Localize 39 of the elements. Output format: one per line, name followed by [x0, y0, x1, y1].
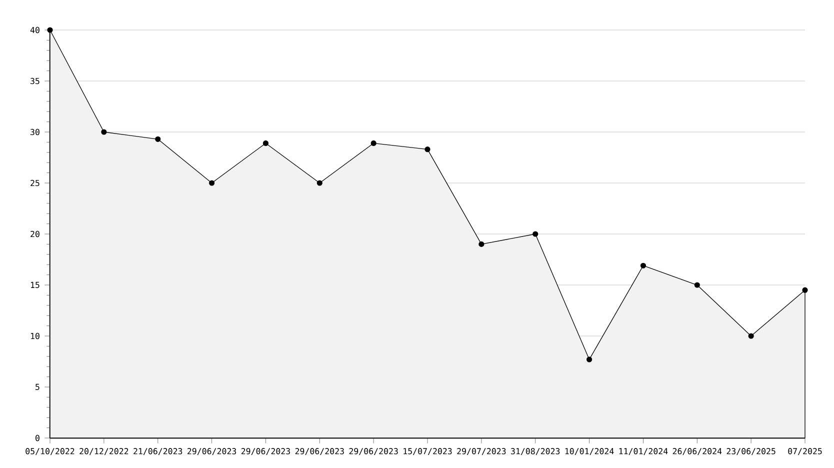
- point: [640, 262, 646, 268]
- y-tick-label: 25: [30, 180, 40, 186]
- y-tick-label: 35: [30, 78, 40, 84]
- x-tick-label: 29/06/2023: [349, 448, 398, 455]
- y-tick-label: 0: [36, 434, 40, 442]
- point: [586, 356, 592, 362]
- x-tick-label: 23/06/2025: [726, 448, 776, 455]
- x-tick-label: 10/01/2024: [565, 448, 614, 455]
- y-tick-label: 5: [36, 384, 40, 390]
- point: [155, 136, 161, 142]
- point: [262, 140, 269, 146]
- x-tick-label: 29/06/2023: [188, 448, 236, 455]
- point: [316, 180, 322, 186]
- y-tick-label: 40: [30, 26, 40, 34]
- x-tick-label: 20/12/2022: [80, 448, 128, 455]
- point: [748, 333, 754, 339]
- x-tick-label: 31/08/2023: [511, 448, 560, 455]
- x-tick-label: 15/07/2023: [404, 448, 452, 455]
- point: [101, 129, 107, 135]
- x-tick-label: 29/06/2023: [241, 448, 290, 455]
- point: [370, 140, 376, 146]
- point: [532, 231, 538, 237]
- point: [424, 146, 430, 152]
- x-tick-label: 26/06/2024: [672, 448, 722, 455]
- x-tick-label: 05/10/2022: [26, 448, 74, 455]
- y-tick-label: 30: [30, 128, 40, 136]
- point: [478, 241, 484, 248]
- x-tick-label: 07/2025: [788, 448, 822, 455]
- x-tick-label: 29/06/2023: [295, 448, 344, 455]
- point: [694, 282, 700, 288]
- point: [47, 27, 53, 33]
- y-tick-label: 20: [30, 230, 40, 238]
- y-tick-label: 15: [30, 282, 40, 288]
- y-tick-label: 10: [30, 332, 40, 340]
- x-tick-label: 11/01/2024: [619, 448, 668, 455]
- x-tick-label: 21/06/2023: [134, 448, 182, 455]
- x-tick-label: 29/07/2023: [457, 448, 506, 455]
- point: [802, 287, 808, 293]
- point: [208, 180, 215, 186]
